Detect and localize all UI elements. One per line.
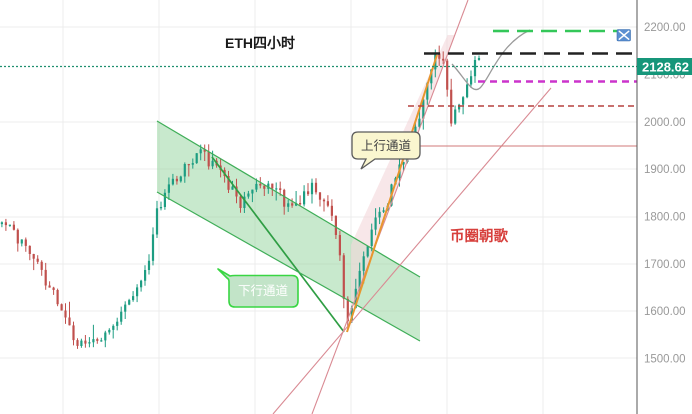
svg-text:1600.00: 1600.00	[644, 306, 686, 318]
svg-text:币圈朝歌: 币圈朝歌	[450, 227, 508, 245]
svg-text:2128.62: 2128.62	[642, 60, 689, 75]
svg-text:上行通道: 上行通道	[361, 139, 412, 153]
svg-text:1900.00: 1900.00	[644, 164, 686, 176]
svg-text:下行通道: 下行通道	[238, 284, 289, 298]
svg-text:1800.00: 1800.00	[644, 212, 686, 224]
svg-text:1700.00: 1700.00	[644, 259, 686, 271]
svg-text:2000.00: 2000.00	[644, 117, 686, 129]
svg-text:1500.00: 1500.00	[644, 353, 686, 365]
svg-text:ETH四小时: ETH四小时	[225, 35, 295, 51]
svg-text:2200.00: 2200.00	[644, 22, 686, 34]
